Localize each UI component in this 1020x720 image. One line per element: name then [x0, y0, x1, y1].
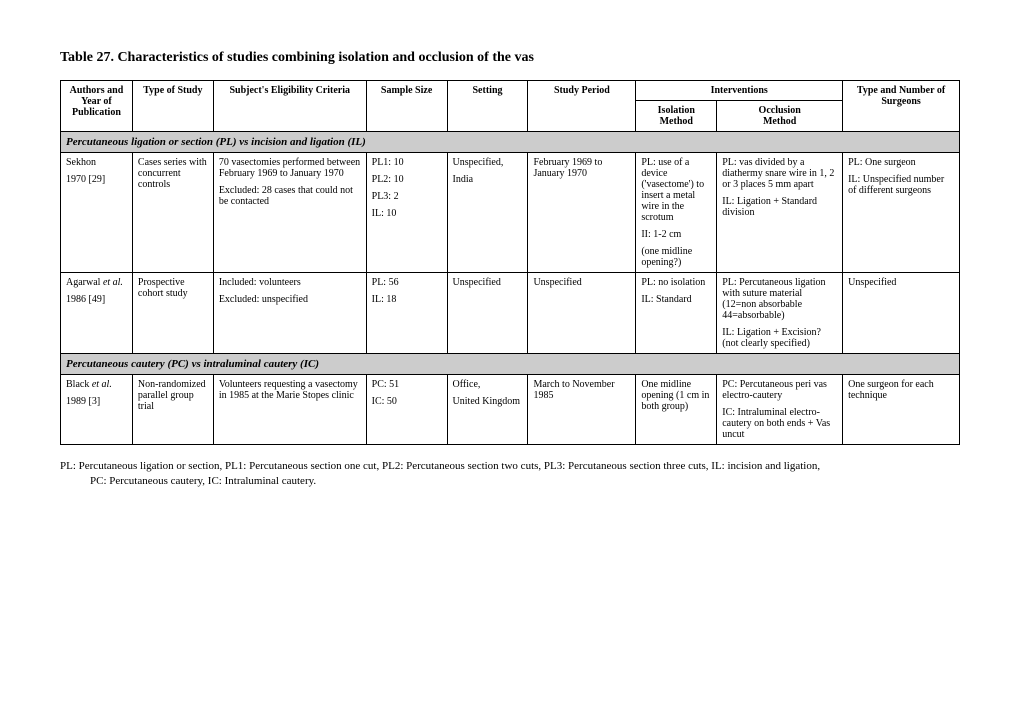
footnote-line-1: PL: Percutaneous ligation or section, PL… [60, 460, 820, 472]
col-isolation: Isolation Method [636, 101, 717, 132]
cell-isolation: PL: use of a device ('vasectome') to ins… [636, 153, 717, 273]
cell-isolation: PL: no isolation IL: Standard [636, 273, 717, 354]
isolation-line: IL: Standard [641, 294, 711, 305]
authors-line: Sekhon [66, 157, 127, 168]
setting-line: United Kingdom [453, 396, 523, 407]
method-label: Method [722, 116, 837, 127]
cell-eligibility: 70 vasectomies performed between Februar… [213, 153, 366, 273]
col-type: Type of Study [132, 81, 213, 132]
authors-line: Black et al. [66, 379, 127, 390]
cell-authors: Sekhon 1970 [29] [61, 153, 133, 273]
sample-line: IL: 10 [372, 208, 442, 219]
col-period: Study Period [528, 81, 636, 132]
cell-surgeons: One surgeon for each technique [843, 375, 960, 445]
col-surgeons: Type and Number of Surgeons [843, 81, 960, 132]
col-authors: Authors and Year of Publication [61, 81, 133, 132]
elig-line: Included: volunteers [219, 277, 361, 288]
cell-period: March to November 1985 [528, 375, 636, 445]
isolation-line: (one midline opening?) [641, 246, 711, 268]
isolation-line: PL: use of a device ('vasectome') to ins… [641, 157, 711, 223]
section-1-heading: Percutaneous cautery (PC) vs intralumina… [61, 354, 960, 375]
col-interventions: Interventions [636, 81, 843, 101]
occlusion-line: IL: Ligation + Excision? (not clearly sp… [722, 327, 837, 349]
cell-setting: Office, United Kingdom [447, 375, 528, 445]
authors-line: 1989 [3] [66, 396, 127, 407]
cell-setting: Unspecified, India [447, 153, 528, 273]
cell-period: February 1969 to January 1970 [528, 153, 636, 273]
occlusion-line: IC: Intraluminal electro-cautery on both… [722, 407, 837, 440]
sample-line: PL1: 10 [372, 157, 442, 168]
occlusion-line: IL: Ligation + Standard division [722, 196, 837, 218]
col-setting: Setting [447, 81, 528, 132]
cell-type: Non-randomized parallel group trial [132, 375, 213, 445]
col-sample: Sample Size [366, 81, 447, 132]
col-occlusion: Occlusion Method [717, 101, 843, 132]
section-heading-row: Percutaneous ligation or section (PL) vs… [61, 132, 960, 153]
cell-occlusion: PC: Percutaneous peri vas electro-cauter… [717, 375, 843, 445]
col-eligibility: Subject's Eligibility Criteria [213, 81, 366, 132]
cell-sample: PL1: 10 PL2: 10 PL3: 2 IL: 10 [366, 153, 447, 273]
table-title: Table 27. Characteristics of studies com… [60, 50, 960, 66]
authors-line: Agarwal et al. [66, 277, 127, 288]
table-footnote: PL: Percutaneous ligation or section, PL… [60, 459, 960, 490]
section-0-heading: Percutaneous ligation or section (PL) vs… [61, 132, 960, 153]
sample-line: IC: 50 [372, 396, 442, 407]
sample-line: IL: 18 [372, 294, 442, 305]
setting-line: Unspecified, [453, 157, 523, 168]
section-heading-row: Percutaneous cautery (PC) vs intralumina… [61, 354, 960, 375]
isolation-line: PL: no isolation [641, 277, 711, 288]
sample-line: PL: 56 [372, 277, 442, 288]
surgeons-line: PL: One surgeon [848, 157, 954, 168]
isolation-line: II: 1-2 cm [641, 229, 711, 240]
cell-authors: Agarwal et al. 1986 [49] [61, 273, 133, 354]
sample-line: PC: 51 [372, 379, 442, 390]
footnote-line-2: PC: Percutaneous cautery, IC: Intralumin… [60, 474, 960, 489]
table-row: Black et al. 1989 [3] Non-randomized par… [61, 375, 960, 445]
characteristics-table: Authors and Year of Publication Type of … [60, 80, 960, 445]
cell-period: Unspecified [528, 273, 636, 354]
occlusion-line: PC: Percutaneous peri vas electro-cauter… [722, 379, 837, 401]
surgeons-line: IL: Unspecified number of different surg… [848, 174, 954, 196]
table-row: Sekhon 1970 [29] Cases series with concu… [61, 153, 960, 273]
occlusion-line: PL: vas divided by a diathermy snare wir… [722, 157, 837, 190]
occlusion-label: Occlusion [722, 105, 837, 116]
cell-surgeons: PL: One surgeon IL: Unspecified number o… [843, 153, 960, 273]
cell-surgeons: Unspecified [843, 273, 960, 354]
occlusion-line: PL: Percutaneous ligation with suture ma… [722, 277, 837, 321]
cell-sample: PC: 51 IC: 50 [366, 375, 447, 445]
cell-authors: Black et al. 1989 [3] [61, 375, 133, 445]
cell-eligibility: Volunteers requesting a vasectomy in 198… [213, 375, 366, 445]
authors-italic-part: Black et al. [66, 379, 112, 390]
cell-setting: Unspecified [447, 273, 528, 354]
authors-line: 1970 [29] [66, 174, 127, 185]
elig-line: 70 vasectomies performed between Februar… [219, 157, 361, 179]
cell-eligibility: Included: volunteers Excluded: unspecifi… [213, 273, 366, 354]
table-row: Agarwal et al. 1986 [49] Prospective coh… [61, 273, 960, 354]
setting-line: India [453, 174, 523, 185]
cell-type: Cases series with concurrent controls [132, 153, 213, 273]
sample-line: PL2: 10 [372, 174, 442, 185]
header-row-1: Authors and Year of Publication Type of … [61, 81, 960, 101]
authors-line: 1986 [49] [66, 294, 127, 305]
cell-occlusion: PL: Percutaneous ligation with suture ma… [717, 273, 843, 354]
cell-isolation: One midline opening (1 cm in both group) [636, 375, 717, 445]
setting-line: Office, [453, 379, 523, 390]
elig-line: Excluded: unspecified [219, 294, 361, 305]
cell-sample: PL: 56 IL: 18 [366, 273, 447, 354]
cell-type: Prospective cohort study [132, 273, 213, 354]
cell-occlusion: PL: vas divided by a diathermy snare wir… [717, 153, 843, 273]
sample-line: PL3: 2 [372, 191, 442, 202]
authors-italic-part: Agarwal et al. [66, 277, 123, 288]
elig-line: Excluded: 28 cases that could not be con… [219, 185, 361, 207]
